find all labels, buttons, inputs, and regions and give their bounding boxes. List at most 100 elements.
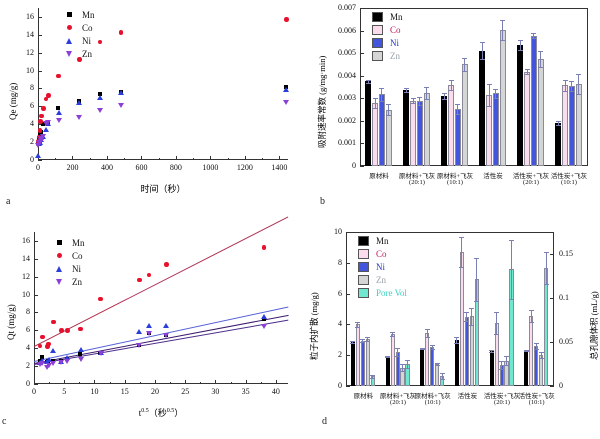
- error-bar-cap-top: [434, 362, 440, 364]
- error-bar-cap-top: [569, 80, 575, 82]
- data-point-marker: [97, 39, 103, 45]
- legend-label-mn: Mn: [72, 237, 85, 248]
- legend-label-ni: Ni: [72, 263, 81, 274]
- bar-co: [372, 102, 379, 166]
- error-bar: [412, 97, 414, 104]
- error-bar: [367, 79, 369, 84]
- axis-tick-y: [360, 75, 364, 77]
- error-bar-cap-bottom: [523, 351, 529, 353]
- error-bar: [464, 58, 466, 71]
- legend-symbol-zn: [356, 274, 370, 285]
- axis-tick-label-y: 4: [30, 119, 34, 129]
- legend-row-ni: Ni: [356, 260, 407, 273]
- panel-d-plot-area: [346, 232, 554, 386]
- legend-row-zn: Zn: [62, 47, 95, 60]
- axis-tick-x: [124, 380, 126, 384]
- legend-row-ni: Ni: [370, 36, 403, 49]
- data-point-marker: [55, 118, 62, 124]
- data-point-marker: [146, 272, 152, 278]
- bar-zn: [539, 355, 544, 386]
- legend-row-zn: Zn: [370, 49, 403, 62]
- data-point-marker: [117, 103, 124, 109]
- axis-tick-y: [38, 160, 42, 161]
- axis-tick-y: [346, 324, 350, 326]
- error-bar: [496, 312, 498, 334]
- axis-tick-y: [38, 34, 42, 36]
- axis-tick-label-y: 14: [26, 29, 34, 39]
- data-point-marker: [58, 359, 65, 365]
- axis-tick-x-minor: [124, 157, 126, 160]
- error-bar-cap-top: [355, 322, 361, 324]
- error-bar-cap-bottom: [448, 90, 454, 92]
- error-bar: [481, 42, 483, 60]
- axis-tick-x: [275, 380, 277, 384]
- error-bar: [545, 251, 547, 284]
- error-bar: [535, 343, 537, 349]
- category-sublabel: (20:1): [494, 399, 510, 406]
- panel-c-plot-area: [34, 232, 288, 384]
- error-bar-cap-top: [499, 361, 505, 363]
- bar-zn: [537, 58, 544, 166]
- axis-tick-label-y: 10: [26, 65, 34, 75]
- error-bar-cap-bottom: [455, 113, 461, 115]
- legend-row-co: Co: [370, 23, 403, 36]
- axis-tick-label-y-right: 0.05: [559, 337, 573, 346]
- axis-tick-x-minor: [55, 157, 57, 160]
- data-point-marker: [45, 362, 52, 368]
- error-bar-cap-bottom: [386, 115, 392, 117]
- panel-letter-c: c: [2, 416, 7, 427]
- axis-tick-label-y: 8: [30, 83, 34, 93]
- axis-tick-x: [210, 156, 212, 160]
- axis-tick-x: [154, 380, 156, 384]
- bar-co: [529, 315, 534, 386]
- axis-tick-y: [38, 88, 42, 90]
- error-bar: [506, 355, 508, 366]
- bar-ni: [493, 93, 499, 166]
- error-bar-cap-top: [372, 97, 378, 99]
- error-bar-cap-top: [439, 373, 445, 375]
- error-bar: [402, 364, 404, 371]
- category-label: 原材料+飞灰: [414, 393, 451, 400]
- error-bar-cap-top: [441, 93, 447, 95]
- bar-zn: [423, 93, 430, 166]
- axis-tick-label-y: 8: [26, 307, 30, 317]
- legend-row-pore-vol: Pore Vol: [356, 286, 407, 299]
- data-point-marker: [37, 343, 43, 349]
- axis-tick-label-x: 5: [62, 387, 67, 396]
- data-point-marker: [136, 343, 143, 349]
- axis-tick-label-y: 10: [334, 227, 342, 236]
- error-bar-cap-top: [486, 84, 492, 86]
- axis-tick-label-y: 0.003: [338, 93, 356, 103]
- data-point-marker: [39, 358, 46, 364]
- legend-circle-marker: [66, 25, 72, 30]
- bar-ni: [455, 108, 461, 166]
- error-bar-cap-bottom: [509, 298, 515, 300]
- axis-tick-y: [360, 120, 364, 122]
- data-point-marker: [136, 328, 143, 334]
- error-bar: [495, 88, 497, 98]
- error-bar-cap-bottom: [464, 321, 470, 323]
- axis-tick-x-minor: [109, 381, 111, 384]
- category-sublabel: (20:1): [390, 399, 406, 406]
- axis-tick-label-x: 40: [271, 387, 280, 396]
- axis-tick-x-minor: [139, 381, 141, 384]
- error-bar: [436, 362, 438, 366]
- error-bar-cap-bottom: [429, 348, 435, 350]
- legend-swatch: [371, 37, 383, 48]
- error-bar-cap-top: [462, 58, 468, 60]
- bar-zn: [469, 316, 475, 386]
- axis-tick-label-y: 12: [26, 47, 34, 57]
- axis-tick-label-y: 16: [22, 235, 30, 245]
- error-bar-cap-top: [538, 352, 544, 354]
- legend-symbol-ni: [356, 261, 370, 272]
- bar-ni: [531, 35, 537, 166]
- error-bar-cap-top: [489, 350, 495, 352]
- data-point-marker: [46, 341, 51, 347]
- legend-label-zn: Zn: [82, 48, 92, 59]
- bar-mn: [441, 96, 448, 166]
- error-bar-cap-top: [528, 309, 534, 311]
- error-bar-cap-top: [494, 312, 500, 314]
- panel-c-xlabel-exp: 0.5: [141, 408, 149, 414]
- error-bar-cap-top: [365, 79, 371, 81]
- data-point-marker: [39, 360, 46, 366]
